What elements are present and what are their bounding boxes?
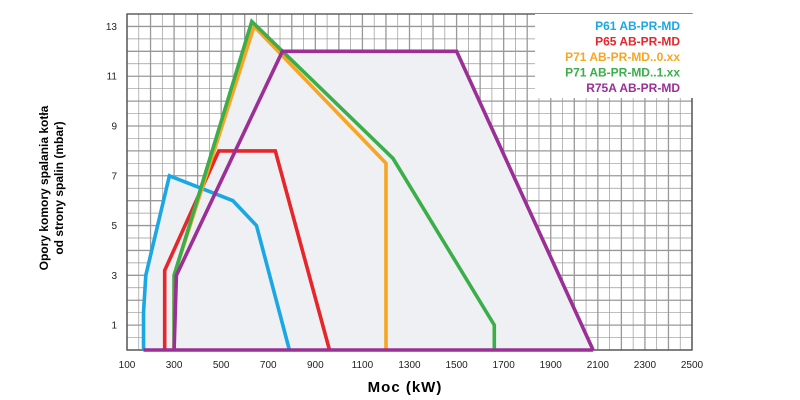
series-line-4: [172, 18, 497, 350]
series-line-1: [141, 173, 292, 351]
y-tick-label: 11: [107, 72, 118, 83]
series-line-5: [172, 49, 595, 351]
chart-series: [141, 18, 595, 352]
x-tick-label: 2100: [587, 360, 610, 371]
legend-entry-2: P65 AB-PR-MD: [595, 35, 680, 49]
y-axis-label-line1: Opory komory spalania kotła: [37, 105, 51, 270]
x-axis-ticks: 100 300 500 700 900 1100 1300 1500 1700 1900 2100 2…: [119, 360, 704, 371]
x-tick-label: 2500: [681, 360, 704, 371]
x-axis-label: Moc (kW): [368, 379, 443, 396]
y-tick-label: 5: [111, 221, 117, 232]
x-tick-label: 700: [260, 360, 277, 371]
legend-entry-3: P71 AB-PR-MD..0.xx: [565, 50, 680, 64]
y-axis-label-line2: od strony spalin (mbar): [52, 121, 66, 254]
x-tick-label: 100: [119, 360, 136, 371]
x-tick-label: 900: [307, 360, 324, 371]
legend-entry-1: P61 AB-PR-MD: [595, 19, 680, 33]
legend-entry-5: R75A AB-PR-MD: [586, 81, 680, 95]
y-tick-label: 13: [106, 22, 118, 33]
x-tick-label: 300: [166, 360, 183, 371]
y-tick-label: 1: [111, 321, 117, 332]
legend-entry-4: P71 AB-PR-MD..1.xx: [565, 66, 680, 80]
x-tick-label: 1500: [445, 360, 468, 371]
x-tick-label: 1100: [352, 360, 374, 371]
x-tick-label: 500: [213, 360, 230, 371]
x-tick-label: 1900: [540, 360, 563, 371]
y-tick-label: 3: [111, 271, 117, 282]
y-tick-label: 9: [111, 122, 117, 133]
x-tick-label: 2300: [634, 360, 657, 371]
x-tick-label: 1700: [493, 360, 516, 371]
legend-background: [535, 14, 693, 98]
series-line-2: [162, 149, 332, 351]
x-tick-label: 1300: [398, 360, 421, 371]
y-tick-label: 7: [111, 171, 117, 182]
envelope-fill: [174, 51, 594, 351]
